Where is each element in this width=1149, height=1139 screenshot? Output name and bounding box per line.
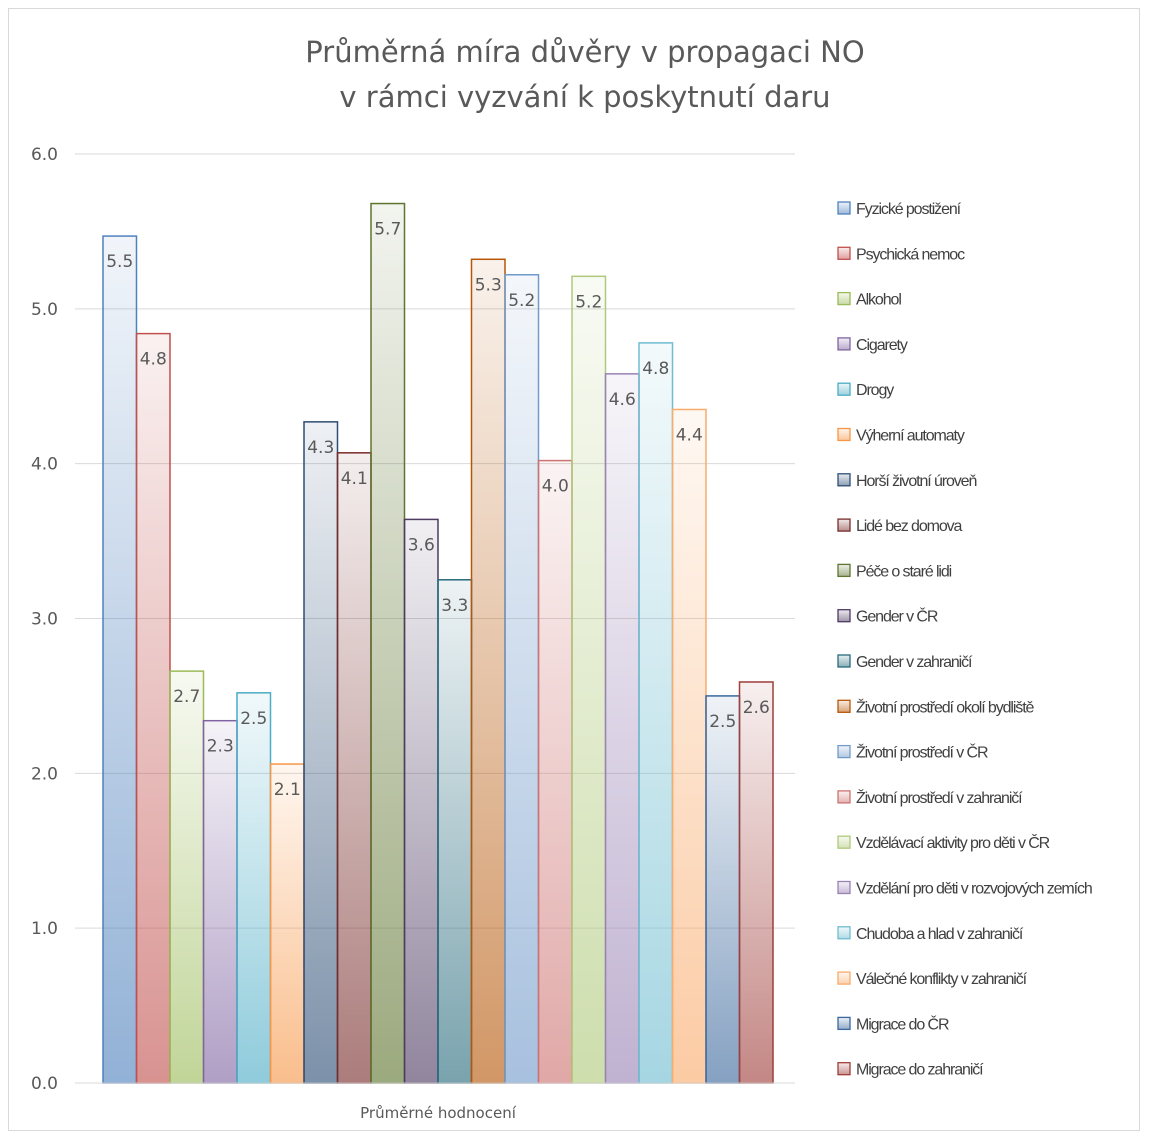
legend-swatch-2: [837, 246, 851, 260]
legend-swatch-13: [837, 744, 851, 759]
data-label-14: 4.0: [542, 477, 569, 497]
bar-15: [571, 275, 607, 1084]
legend-entry-19: Migrace do ČR: [856, 1014, 949, 1033]
legend-entry-5: Drogy: [856, 382, 894, 399]
legend-swatch-9: [837, 563, 851, 578]
y-tick-label: 5.0: [31, 300, 58, 320]
bar-8: [336, 452, 372, 1084]
legend-entry-17: Chudoba a hlad v zahraničí: [856, 926, 1024, 943]
bar-7: [303, 421, 339, 1084]
bar-20: [738, 681, 774, 1084]
legend-entry-11: Gender v zahraničí: [856, 654, 973, 671]
data-label-1: 5.5: [106, 252, 133, 272]
legend-entry-7: Horší životní úroveň: [856, 473, 976, 490]
legend-entry-20: Migrace do zahraničí: [856, 1062, 984, 1079]
data-label-4: 2.3: [207, 737, 234, 757]
y-tick-label: 2.0: [31, 764, 58, 784]
bar-19: [705, 695, 741, 1084]
legend-swatch-5: [837, 382, 851, 396]
bar-12: [470, 258, 506, 1084]
data-label-8: 4.1: [341, 469, 368, 489]
bar-6: [269, 763, 305, 1084]
legend-entry-2: Psychická nemoc: [856, 246, 965, 263]
data-label-16: 4.6: [609, 390, 636, 410]
bar-14: [537, 459, 573, 1084]
chart-title-line-2: v rámci vyzvání k poskytnutí daru: [339, 80, 830, 114]
data-label-11: 3.3: [441, 596, 468, 616]
bar-5: [236, 692, 272, 1084]
bar-11: [437, 579, 473, 1084]
legend-swatch-18: [837, 971, 851, 985]
data-label-20: 2.6: [743, 698, 770, 718]
legend-entry-8: Lidé bez domova: [856, 518, 963, 535]
legend-entry-1: Fyzické postižení: [856, 201, 962, 218]
bar-13: [504, 274, 540, 1084]
data-labels: 5.5 4.8 2.7 2.3 2.5 2.1 4.3 4.1 5.7 3.6 3.3 5.3 5.2 4…: [106, 220, 770, 800]
y-axis-ticks: 0.0 1.0 2.0 3.0 4.0 5.0 6.0: [31, 145, 58, 1094]
legend-swatch-4: [837, 337, 851, 351]
legend-entry-15: Vzdělávací aktivity pro děti v ČR: [856, 833, 1050, 852]
bar-17: [638, 342, 674, 1084]
legend-entry-10: Gender v ČR: [856, 607, 938, 626]
data-label-15: 5.2: [575, 292, 602, 312]
data-label-7: 4.3: [307, 438, 334, 458]
legend: Fyzické postižení Psychická nemoc Alkohol C…: [837, 201, 1093, 1079]
data-label-13: 5.2: [508, 291, 535, 311]
bar-16: [604, 373, 640, 1084]
data-label-9: 5.7: [374, 220, 401, 240]
bar-4: [202, 719, 238, 1084]
legend-swatch-19: [837, 1016, 851, 1031]
legend-swatch-17: [837, 926, 851, 940]
legend-swatch-7: [837, 473, 851, 487]
bars: [102, 202, 774, 1084]
legend-swatch-3: [837, 291, 851, 306]
data-label-6: 2.1: [274, 780, 301, 800]
bar-9: [370, 202, 406, 1084]
legend-entry-4: Cigarety: [856, 337, 908, 354]
legend-entry-13: Životní prostředí v ČR: [856, 743, 988, 762]
legend-swatch-16: [837, 880, 851, 895]
data-label-3: 2.7: [173, 687, 200, 707]
legend-swatch-20: [837, 1062, 851, 1076]
y-tick-label: 0.0: [31, 1074, 58, 1094]
data-label-12: 5.3: [475, 275, 502, 295]
data-label-19: 2.5: [709, 712, 736, 732]
legend-entry-9: Péče o staré lidi: [856, 563, 952, 580]
legend-entry-14: Životní prostředí v zahraničí: [856, 788, 1023, 807]
legend-swatch-12: [837, 699, 851, 713]
y-tick-label: 1.0: [31, 919, 58, 939]
legend-entry-3: Alkohol: [856, 292, 901, 309]
legend-entry-12: Životní prostředí okolí bydliště: [856, 697, 1035, 716]
bar-1: [102, 235, 138, 1084]
bar-2: [135, 332, 171, 1084]
y-tick-label: 6.0: [31, 145, 58, 165]
legend-entry-16: Vzdělání pro děti v rozvojových zemích: [856, 881, 1092, 898]
legend-swatch-15: [837, 835, 851, 849]
bar-10: [403, 518, 439, 1084]
legend-entry-18: Válečné konflikty v zahraničí: [856, 971, 1028, 988]
data-label-5: 2.5: [240, 709, 267, 729]
chart-title-line-1: Průměrná míra důvěry v propagaci NO: [305, 35, 864, 69]
y-tick-label: 4.0: [31, 455, 58, 475]
bar-18: [671, 408, 707, 1084]
legend-swatch-11: [837, 654, 851, 668]
legend-entry-6: Výherní automaty: [856, 428, 965, 445]
legend-swatch-10: [837, 609, 851, 623]
y-tick-label: 3.0: [31, 610, 58, 630]
legend-swatch-6: [837, 427, 851, 442]
data-label-17: 4.8: [642, 359, 669, 379]
legend-swatch-1: [837, 201, 851, 215]
legend-swatch-8: [837, 518, 851, 532]
data-label-2: 4.8: [140, 350, 167, 370]
data-label-10: 3.6: [408, 535, 435, 555]
legend-swatch-14: [837, 790, 851, 804]
data-label-18: 4.4: [676, 425, 703, 445]
x-category-label: Průměrné hodnocení: [360, 1104, 517, 1122]
bar-3: [169, 670, 205, 1084]
chart-title: Průměrná míra důvěry v propagaci NO v rám…: [305, 35, 864, 114]
